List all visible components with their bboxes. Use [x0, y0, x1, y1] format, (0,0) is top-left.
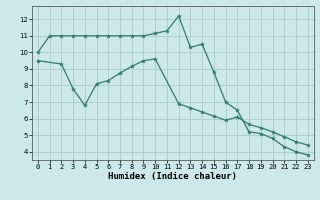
- X-axis label: Humidex (Indice chaleur): Humidex (Indice chaleur): [108, 172, 237, 181]
